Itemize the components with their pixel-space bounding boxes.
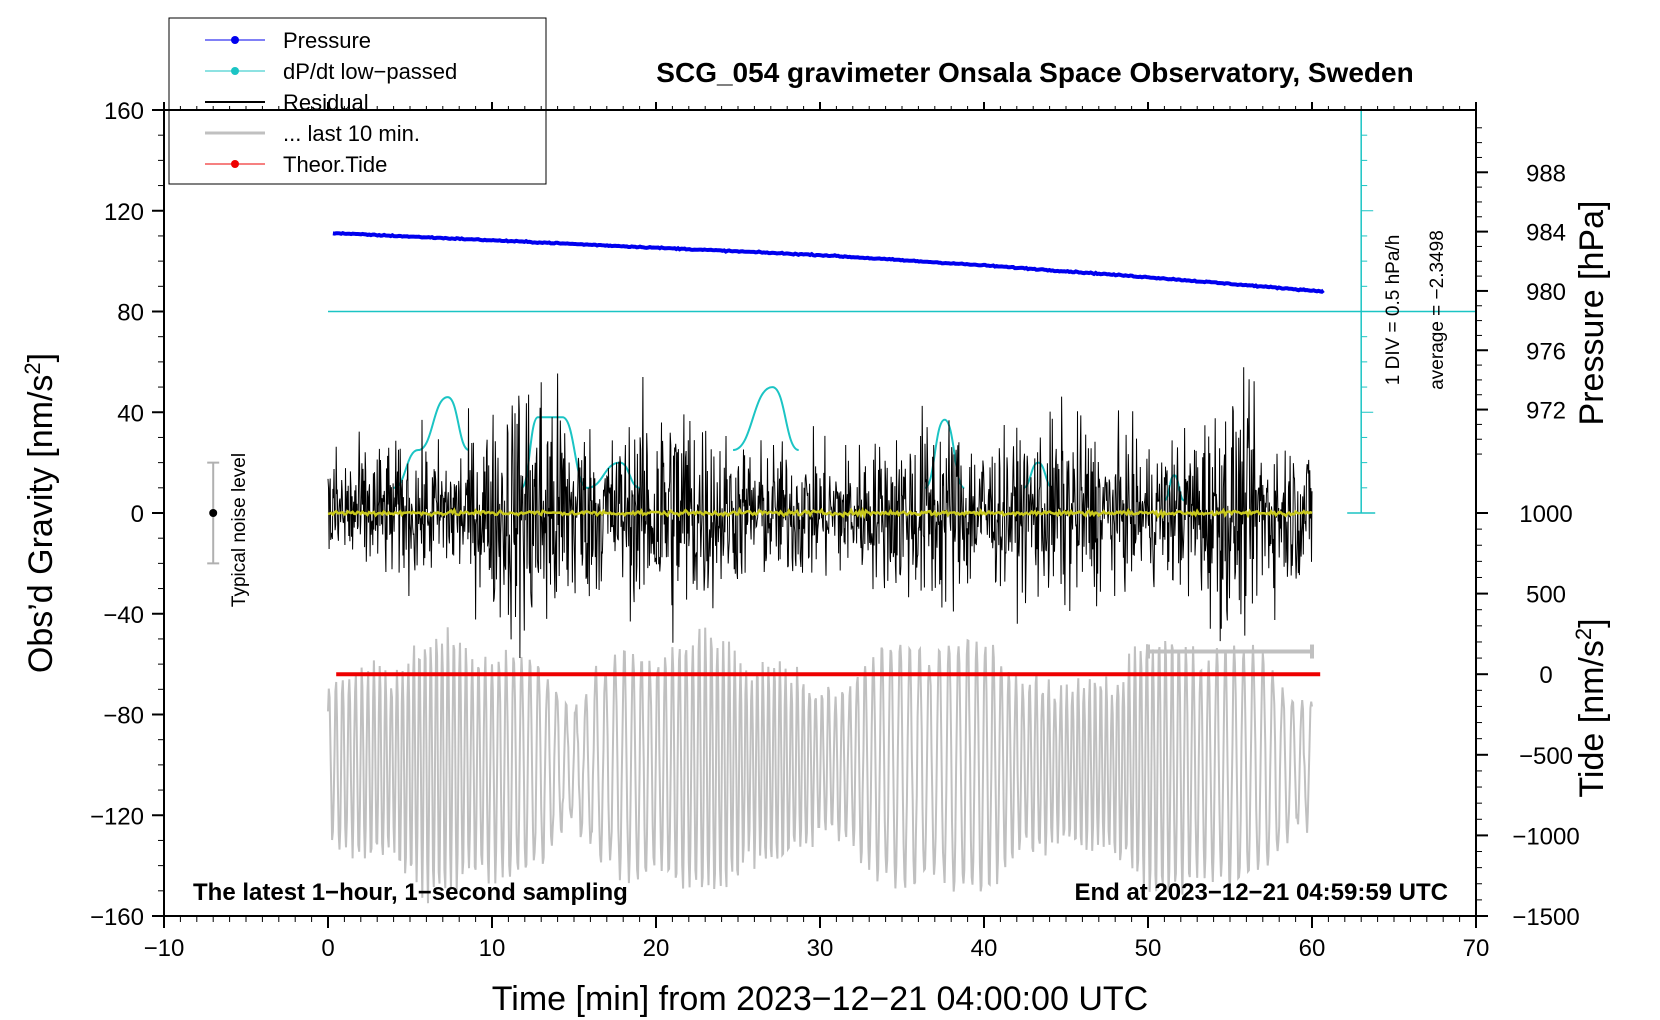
tide-tick-label: 1000 [1519,501,1572,528]
y-tick-label: 80 [117,300,144,327]
mean-layer [327,506,1313,520]
pressure-tick-label: 980 [1526,279,1566,306]
legend-item-last10: ... last 10 min. [205,121,420,146]
legend-label-dpdt: dP/dt low−passed [283,59,457,84]
legend: Pressure dP/dt low−passed Residual ... l… [168,17,547,185]
legend-label-tide: Theor.Tide [283,152,387,177]
pressure-tick-label: 972 [1526,398,1566,425]
y-tick-label: 120 [104,199,144,226]
series-pressure-line [332,230,1325,294]
legend-label-last10: ... last 10 min. [283,121,420,146]
series-last10-trace [327,627,1313,904]
x-tick-label: 50 [1135,935,1162,962]
tide-axis-title: Tide [nm/s2] [1571,618,1611,797]
y-tick-label: 40 [117,400,144,427]
pressure-tick-label: 988 [1526,160,1566,187]
x-tick-label: 0 [321,935,334,962]
y-tick-label: −40 [103,602,144,629]
legend-label-pressure: Pressure [283,28,371,53]
x-tick-label: 10 [479,935,506,962]
sampling-note: The latest 1−hour, 1−second sampling [193,879,628,906]
tide-tick-label: 0 [1539,662,1552,689]
tide-axis-title-sup: 2 [1571,628,1596,640]
dpdt-average-label: average = −2.3498 [1427,230,1448,390]
x-axis-title: Time [min] from 2023−12−21 04:00:00 UTC [492,980,1148,1018]
series-residual-trace [327,367,1313,659]
dpdt-layer [328,110,1476,514]
chart-title: SCG_054 gravimeter Onsala Space Observat… [656,57,1413,88]
residual-layer [327,367,1313,659]
end-time-note: End at 2023−12−21 04:59:59 UTC [1074,879,1448,906]
pressure-axis-title: Pressure [hPa] [1573,201,1611,426]
y-tick-label: 160 [104,98,144,125]
series-mean-line [327,506,1313,520]
pressure-tick-label: 976 [1526,338,1566,365]
last10-layer [327,627,1313,904]
x-tick-label: 70 [1463,935,1490,962]
y-tick-label: 0 [131,501,144,528]
tide-tick-label: 500 [1526,582,1566,609]
tide-tick-label: −1000 [1512,823,1579,850]
x-tick-label: 60 [1299,935,1326,962]
tide-tick-label: −500 [1519,743,1573,770]
series-dpdt-curve [732,386,800,452]
legend-item-dpdt: dP/dt low−passed [205,59,457,84]
y-tick-label: −160 [90,904,144,931]
y-tick-label: −80 [103,703,144,730]
pressure-layer [332,230,1325,294]
tide-tick-label: −1500 [1512,904,1579,931]
legend-label-residual: Residual [283,90,369,115]
series-dpdt-curve [393,396,470,489]
noise-level-label: Typical noise level [229,453,250,607]
noise-bar-center [209,509,218,517]
y-axis-title-sup: 2 [20,362,45,374]
annotation-layer [207,461,1314,659]
pressure-tick-label: 984 [1526,220,1566,247]
x-tick-label: 40 [971,935,998,962]
y-tick-label: −120 [90,803,144,830]
x-tick-label: 20 [643,935,670,962]
legend-item-pressure: Pressure [205,28,371,53]
legend-item-tide: Theor.Tide [205,152,387,177]
dpdt-scale-label: 1 DIV = 0.5 hPa/h [1383,235,1404,386]
x-tick-label: 30 [807,935,834,962]
y-axis-title: Obs’d Gravity [nm/s2] [20,353,60,673]
axes-layer: −10 0 10 20 30 40 50 60 70 −160 −120 −80 −40 0 40 80 120… [90,98,1580,962]
x-tick-label: −10 [144,935,185,962]
